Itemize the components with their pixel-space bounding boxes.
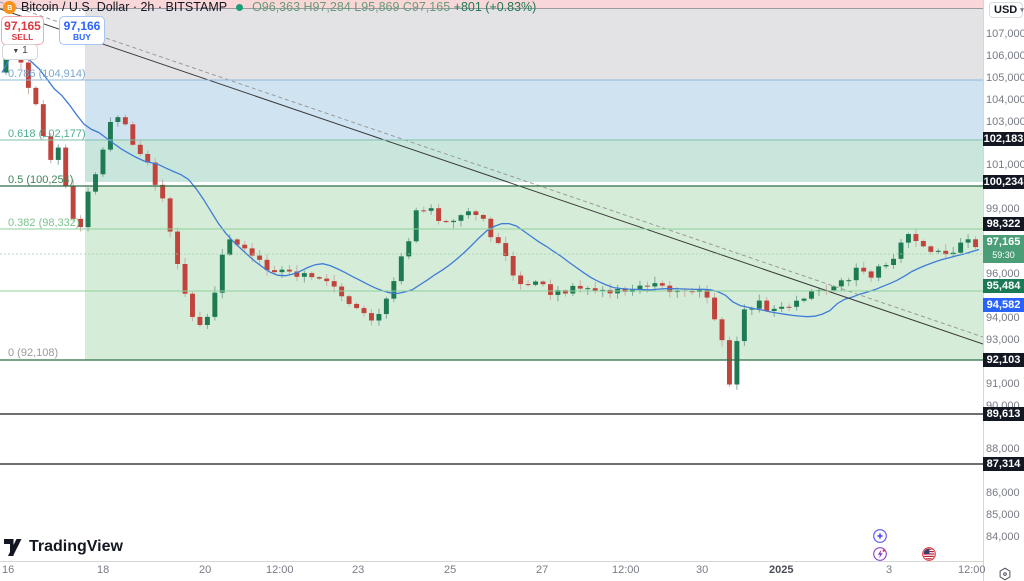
svg-text:B: B bbox=[7, 4, 12, 11]
